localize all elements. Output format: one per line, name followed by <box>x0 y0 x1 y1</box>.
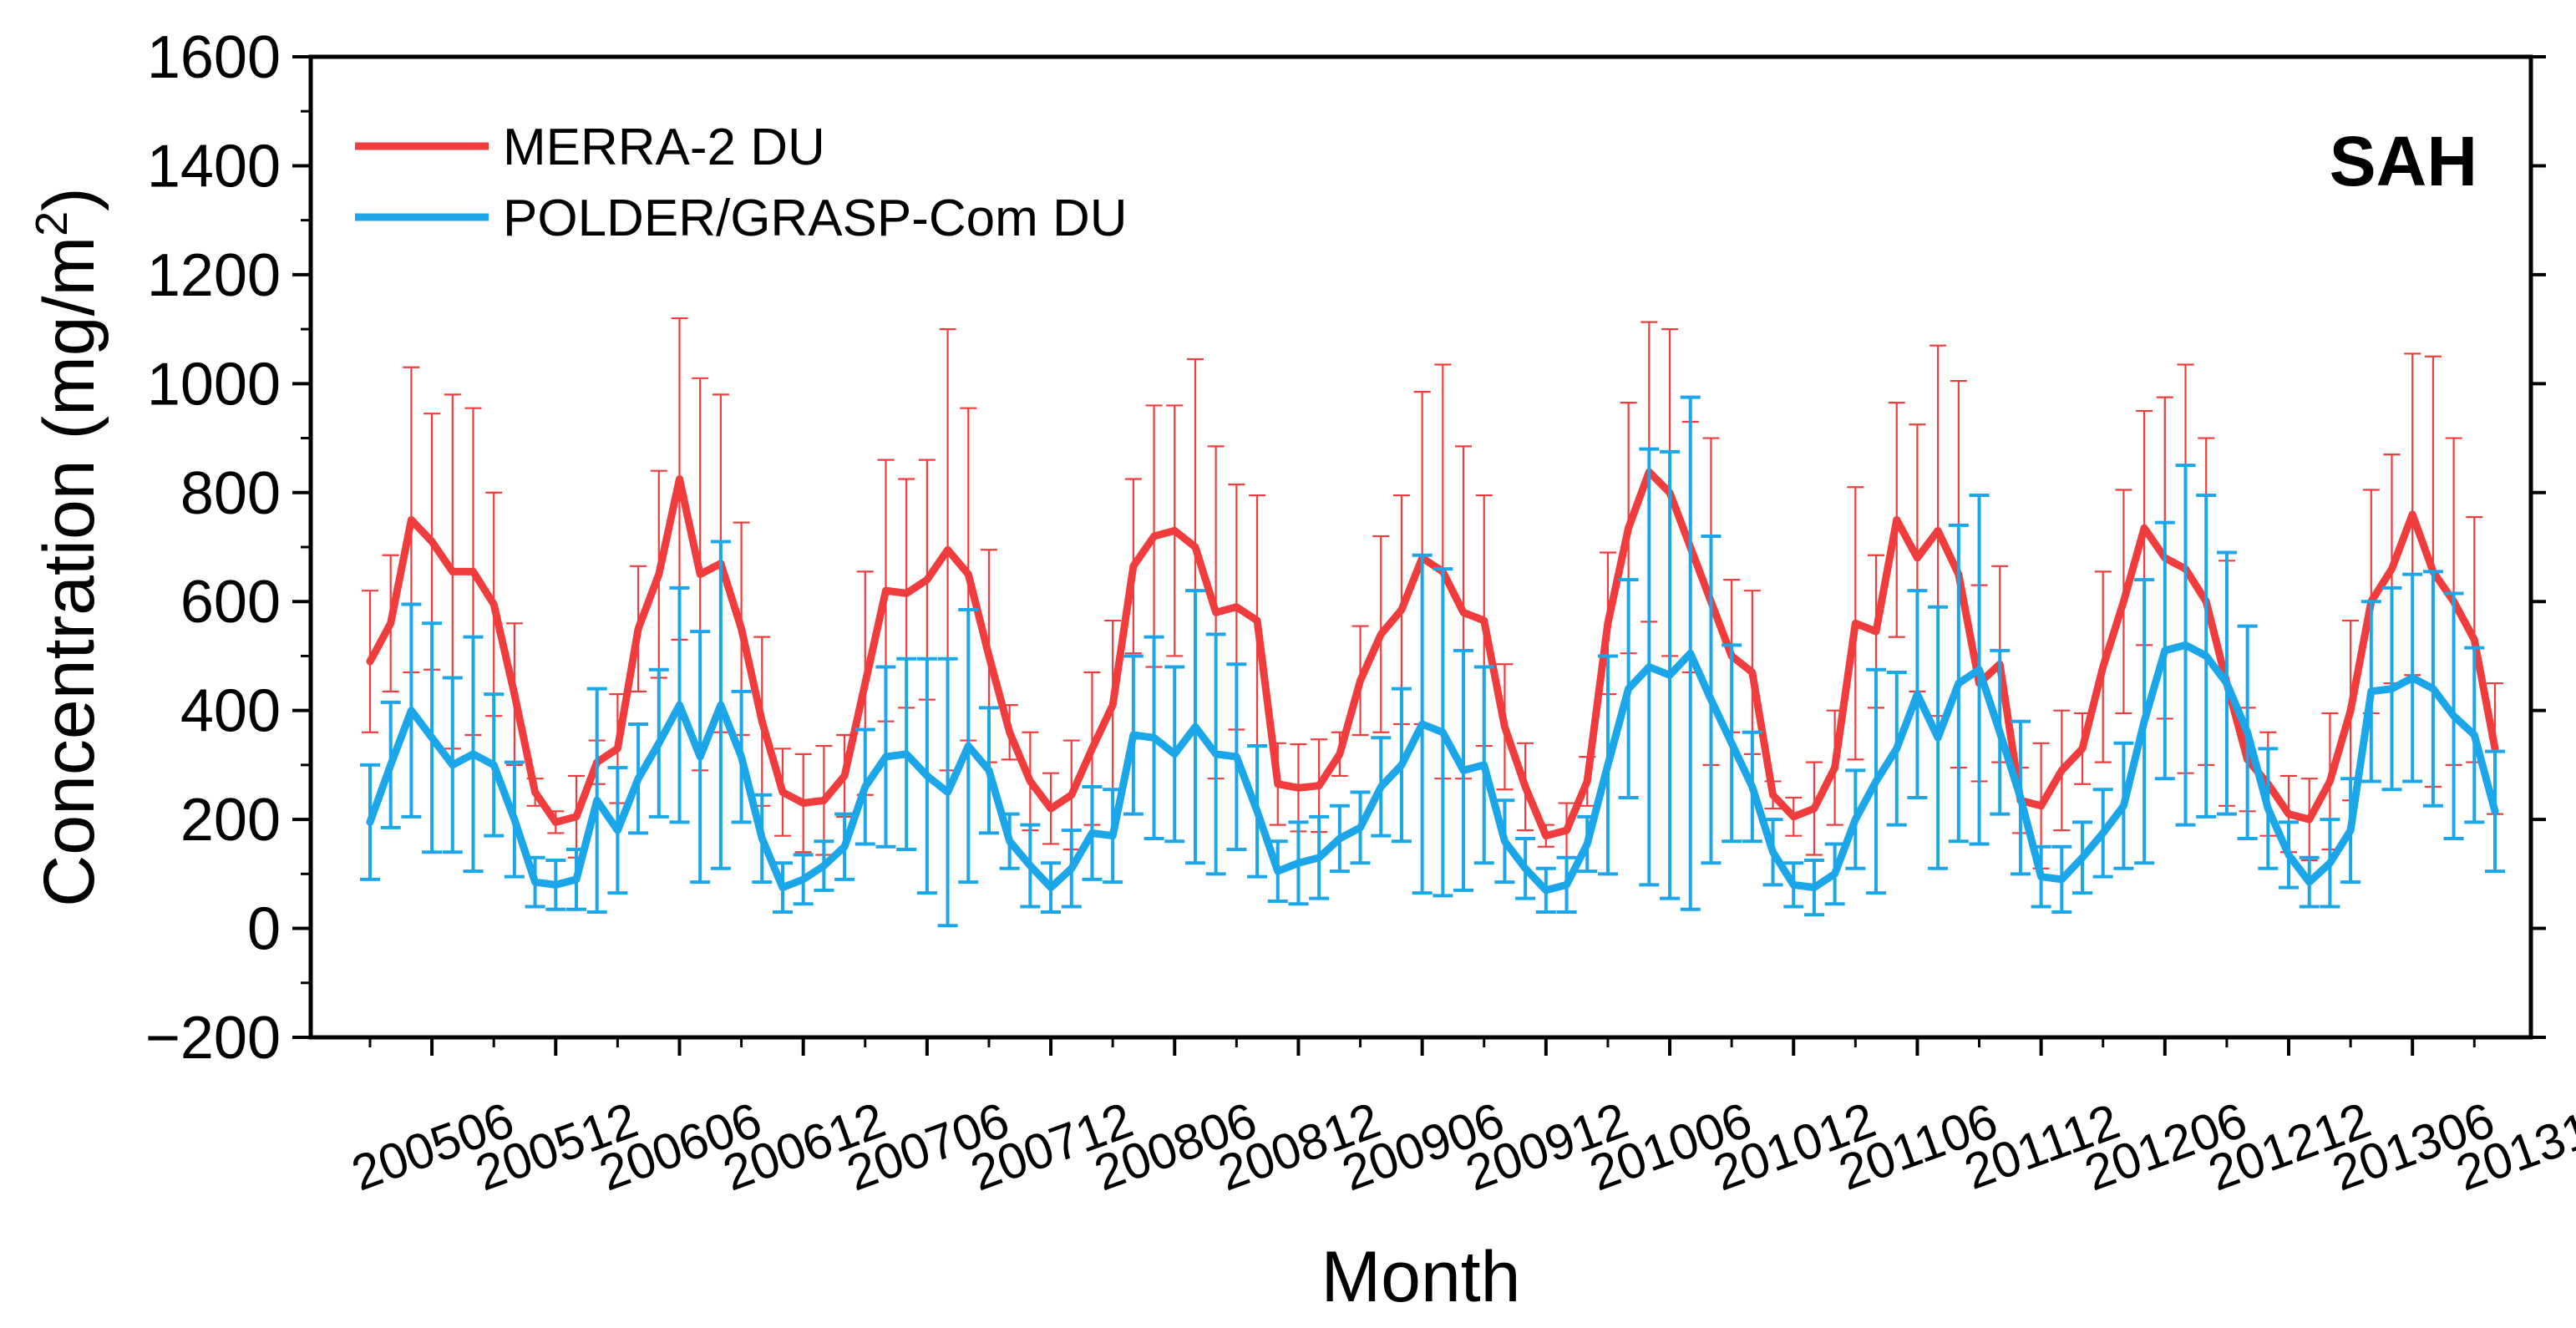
legend-label-polder: POLDER/GRASP-Com DU <box>503 190 1128 247</box>
y-axis-title: Concentration (mg/m2) <box>27 187 109 907</box>
series-1 <box>360 395 2505 928</box>
y-tick-label: 0 <box>247 896 281 963</box>
y-tick-label: 1000 <box>147 351 281 418</box>
y-tick-label: 400 <box>180 678 281 745</box>
series-line <box>366 641 2499 895</box>
panel-label: SAH <box>2330 122 2477 200</box>
y-axis-title-main: Concentration (mg/m <box>29 236 109 907</box>
y-tick-label: 1200 <box>147 242 281 309</box>
y-tick-label: −200 <box>145 1005 281 1072</box>
y-tick-label: 1400 <box>147 133 281 200</box>
series-layer <box>360 317 2505 928</box>
series-line <box>366 468 2499 840</box>
x-axis-title: Month <box>1321 1237 1520 1317</box>
y-tick-label: 200 <box>180 787 281 854</box>
y-axis-title-close: ) <box>29 187 109 211</box>
legend: MERRA-2 DU POLDER/GRASP-Com DU <box>355 119 1128 247</box>
plot-frame <box>308 54 2533 1040</box>
legend-label-merra: MERRA-2 DU <box>503 119 825 176</box>
y-tick-label: 1600 <box>147 24 281 91</box>
y-axis-ticks: −200 0 200 400 600 800 1000 1200 1400 1600 <box>145 24 2546 1072</box>
y-tick-label: 600 <box>180 569 281 636</box>
y-axis-title-superscript: 2 <box>27 211 77 236</box>
y-tick-label: 800 <box>180 460 281 527</box>
